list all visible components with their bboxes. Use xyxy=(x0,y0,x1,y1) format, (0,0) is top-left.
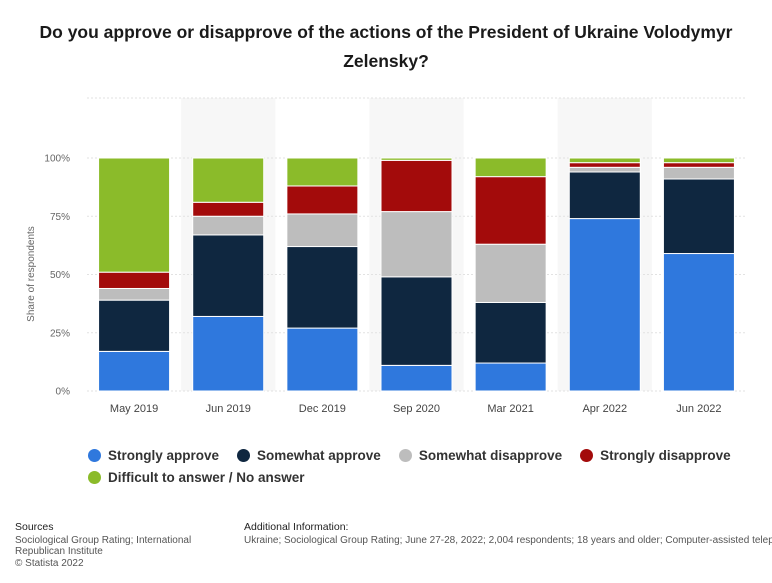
bar-stack xyxy=(568,157,641,392)
bar-stack xyxy=(98,157,171,392)
bar-segment[interactable] xyxy=(474,362,547,392)
x-tick-label: Mar 2021 xyxy=(487,403,533,415)
bar-segment[interactable] xyxy=(568,166,641,173)
y-tick-label: 0% xyxy=(56,387,71,398)
legend-item[interactable]: Strongly approve xyxy=(88,448,219,463)
sources-text: Sociological Group Rating; International… xyxy=(15,534,192,558)
bar-segment[interactable] xyxy=(662,253,735,392)
copyright-text: © Statista 2022 xyxy=(15,557,84,569)
legend-item[interactable]: Somewhat approve xyxy=(237,448,381,463)
bar-segment[interactable] xyxy=(192,215,265,236)
chart-title: Do you approve or disapprove of the acti… xyxy=(39,22,733,71)
y-tick-label: 100% xyxy=(44,154,70,165)
y-axis-label: Share of respondents xyxy=(26,226,37,322)
legend-item[interactable]: Difficult to answer / No answer xyxy=(88,470,305,485)
bar-segment[interactable] xyxy=(380,159,453,213)
bar-segment[interactable] xyxy=(568,162,641,168)
bar-segment[interactable] xyxy=(380,211,453,278)
bar-segment[interactable] xyxy=(286,246,359,329)
bar-segment[interactable] xyxy=(474,157,547,178)
bar-segment[interactable] xyxy=(568,171,641,220)
x-tick-label: May 2019 xyxy=(110,403,158,415)
bar-segment[interactable] xyxy=(98,287,171,301)
sources-block: Sources Sociological Group Rating; Inter… xyxy=(15,521,243,569)
legend-marker xyxy=(398,449,412,462)
additional-info-block: Additional Information: Ukraine; Sociolo… xyxy=(244,522,772,546)
stacked-bar-chart: 0% 25% 50% 75% 100% May 2019 Jun 2019 Dec 2019 S… xyxy=(26,97,746,415)
bar-segment[interactable] xyxy=(474,301,547,364)
y-tick-label: 75% xyxy=(50,212,70,223)
sources-heading: Sources xyxy=(15,521,54,533)
bar-segment[interactable] xyxy=(380,364,453,392)
bar-stack xyxy=(380,157,453,392)
bar-stack xyxy=(286,157,359,392)
bar-segment[interactable] xyxy=(568,157,641,164)
bar-segment[interactable] xyxy=(380,157,453,161)
bar-segment[interactable] xyxy=(474,176,547,245)
x-tick-label: Sep 2020 xyxy=(393,403,440,415)
bar-segment[interactable] xyxy=(98,157,171,273)
bar-segment[interactable] xyxy=(98,299,171,352)
x-tick-label: Jun 2019 xyxy=(206,403,251,415)
bar-segment[interactable] xyxy=(662,178,735,255)
bar-segment[interactable] xyxy=(474,243,547,303)
legend-marker xyxy=(237,449,251,462)
legend-label: Strongly disapprove xyxy=(600,448,731,463)
legend-item[interactable]: Somewhat disapprove xyxy=(398,448,563,463)
bar-segment[interactable] xyxy=(662,157,735,164)
bar-segment[interactable] xyxy=(192,157,265,203)
bar-segment[interactable] xyxy=(380,276,453,366)
bar-segment[interactable] xyxy=(286,213,359,248)
additional-info-text: Ukraine; Sociological Group Rating; June… xyxy=(244,534,772,546)
additional-info-heading: Additional Information: xyxy=(244,522,349,533)
bar-segment[interactable] xyxy=(286,327,359,392)
x-tick-label: Apr 2022 xyxy=(582,403,627,415)
legend-item[interactable]: Strongly disapprove xyxy=(580,448,731,463)
bar-segment[interactable] xyxy=(568,218,641,392)
y-tick-label: 50% xyxy=(50,270,70,281)
bar-segment[interactable] xyxy=(662,162,735,168)
bar-segment[interactable] xyxy=(98,350,171,392)
legend-marker xyxy=(580,449,594,462)
legend-marker xyxy=(88,471,101,484)
bar-segment[interactable] xyxy=(98,271,171,289)
bar-segment[interactable] xyxy=(286,185,359,215)
x-tick-label: Dec 2019 xyxy=(299,403,346,415)
legend-label: Somewhat disapprove xyxy=(418,448,563,463)
bar-stack xyxy=(192,157,265,392)
bar-stack xyxy=(474,157,547,392)
bar-stack xyxy=(662,157,735,392)
y-tick-label: 25% xyxy=(50,328,70,339)
legend-label: Difficult to answer / No answer xyxy=(108,470,305,485)
legend-label: Strongly approve xyxy=(108,448,220,463)
legend-label: Somewhat approve xyxy=(257,448,381,463)
legend-marker xyxy=(88,449,101,462)
bar-segment[interactable] xyxy=(192,234,265,317)
bar-segment[interactable] xyxy=(286,157,359,187)
bar-segment[interactable] xyxy=(192,315,265,392)
bar-segment[interactable] xyxy=(662,166,735,180)
legend: Strongly approve Somewhat approve Somewhat… xyxy=(88,448,758,485)
x-tick-label: Jun 2022 xyxy=(676,403,721,415)
bar-segment[interactable] xyxy=(192,201,265,217)
